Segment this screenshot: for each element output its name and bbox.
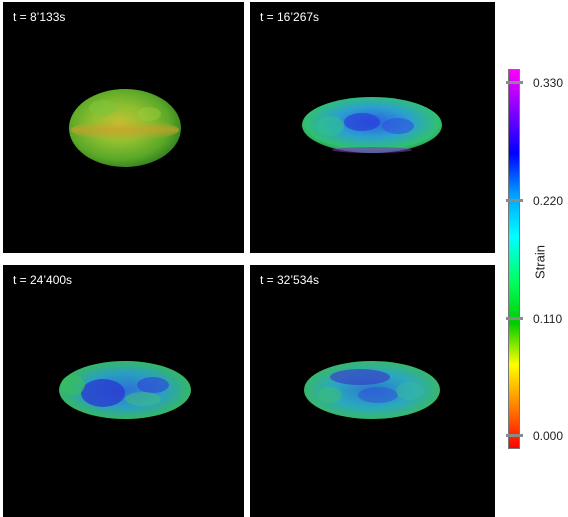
body-render-3 [59,361,191,419]
snapshot-panel-1: t = 8’133s [3,2,244,253]
colorbar-tick-label: 0.110 [533,312,563,326]
colorbar-tick-label: 0.330 [533,76,564,90]
colorbar-title: Strain [532,245,548,279]
strain-colorbar [508,69,520,449]
colorbar-tick [506,81,523,84]
colorbar-tick-label: 0.000 [533,429,564,443]
time-label: t = 16’267s [260,10,320,24]
colorbar-tick [506,317,523,320]
time-label: t = 8’133s [13,10,66,24]
snapshot-panel-2: t = 16’267s [250,2,495,253]
body-render-1 [69,89,181,167]
body-render-2 [302,97,442,153]
colorbar-tick [506,199,523,202]
snapshot-panel-3: t = 24’400s [3,265,244,517]
colorbar-tick-label: 0.220 [533,194,564,208]
time-label: t = 32’534s [260,273,320,287]
colorbar-tick [506,434,523,437]
snapshot-panel-4: t = 32’534s [250,265,495,517]
body-render-4 [304,361,440,419]
time-label: t = 24’400s [13,273,73,287]
